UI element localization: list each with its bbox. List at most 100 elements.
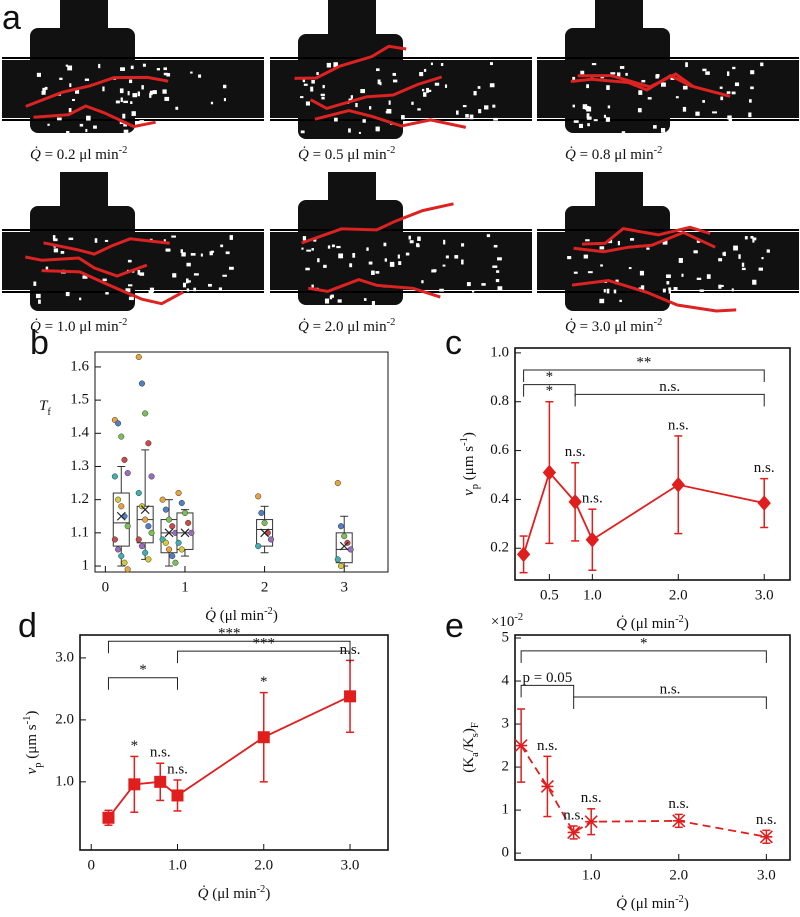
data-point <box>159 496 166 503</box>
speckle <box>741 262 745 267</box>
speckle <box>489 62 493 66</box>
speckle <box>603 114 607 118</box>
speckle <box>421 280 424 284</box>
x-tick-label: 3 <box>340 579 348 595</box>
speckle <box>300 96 304 99</box>
chamber <box>30 206 135 311</box>
speckle <box>630 238 635 241</box>
speckle <box>682 85 688 90</box>
plot-frame <box>79 634 389 851</box>
text-part: (μl min <box>216 608 265 624</box>
speckle <box>65 64 68 67</box>
x-tick-label: 1.0 <box>168 857 187 873</box>
speckle <box>409 240 414 244</box>
speckle <box>186 262 191 267</box>
y-tick-label: 3 <box>502 715 510 731</box>
speckle <box>53 238 58 242</box>
speckle <box>384 258 388 262</box>
y-tick-label: 4 <box>502 672 510 688</box>
speckle <box>605 117 610 122</box>
speckle <box>164 96 170 101</box>
data-point <box>142 410 149 417</box>
x-tick-label: 2 <box>261 579 269 595</box>
speckle <box>573 120 579 123</box>
speckle <box>748 99 752 103</box>
speckle <box>718 258 723 262</box>
speckle <box>228 266 234 270</box>
bracket-label: * <box>640 635 648 651</box>
significance-label: n.s. <box>582 491 603 507</box>
speckle <box>673 287 678 291</box>
speckle <box>593 119 598 122</box>
speckle <box>139 120 144 123</box>
speckle <box>163 239 166 243</box>
speckle <box>411 101 414 105</box>
speckle <box>493 117 498 121</box>
speckle <box>434 82 440 86</box>
speckle <box>79 123 84 127</box>
text-part: Q̇ <box>616 616 627 632</box>
speckle <box>137 91 140 97</box>
speckle <box>208 283 212 287</box>
speckle <box>305 267 310 271</box>
speckle <box>638 90 643 95</box>
speckle <box>42 87 46 93</box>
speckle <box>639 270 645 276</box>
data-point <box>169 553 176 560</box>
speckle <box>686 299 690 305</box>
speckle <box>726 71 730 76</box>
speckle <box>209 251 213 256</box>
y-tick-label: 2 <box>502 759 510 775</box>
text-part: -2 <box>387 145 396 156</box>
speckle <box>225 251 230 255</box>
speckle <box>587 271 593 274</box>
speckle <box>67 65 73 71</box>
speckle <box>489 83 495 88</box>
speckle <box>726 91 731 94</box>
speckle <box>128 79 133 84</box>
speckle <box>408 235 411 240</box>
speckle <box>702 68 707 72</box>
speckle <box>303 83 308 86</box>
micrograph <box>270 172 532 306</box>
speckle <box>646 247 650 250</box>
speckle <box>362 119 366 123</box>
data-point <box>337 562 345 570</box>
data-point <box>169 523 176 530</box>
text-part: = 0.2 μl min <box>41 147 119 163</box>
speckle <box>366 247 369 251</box>
data-point <box>124 566 131 573</box>
marker <box>757 495 771 511</box>
bracket-label: p = 0.05 <box>523 670 573 686</box>
speckle <box>492 265 498 268</box>
speckle <box>123 129 129 133</box>
x-tick-label: 0 <box>102 579 110 595</box>
speckle <box>59 77 63 80</box>
speckle <box>156 68 161 71</box>
speckle <box>163 67 167 71</box>
x-tick-label: 3.0 <box>341 857 360 873</box>
data-point <box>135 353 142 361</box>
text-part: -2 <box>119 317 128 328</box>
speckle <box>640 285 645 290</box>
speckle <box>52 235 56 240</box>
speckle <box>210 101 214 105</box>
y-axis-label: vp (μm s-1) <box>22 711 44 775</box>
data-point <box>175 539 182 546</box>
speckle <box>152 90 157 95</box>
text-part: Q̇ <box>616 896 627 912</box>
chamber <box>30 28 135 133</box>
data-point <box>175 489 182 497</box>
speckle <box>469 114 474 120</box>
speckle <box>130 65 134 70</box>
speckle <box>706 274 711 279</box>
speckle <box>584 105 590 110</box>
speckle <box>163 72 168 76</box>
speckle <box>311 248 314 251</box>
trajectory <box>43 237 170 256</box>
speckle <box>699 126 703 129</box>
speckle <box>127 259 132 263</box>
data-point <box>111 473 118 480</box>
inlet <box>60 0 108 34</box>
speckle <box>580 70 585 75</box>
